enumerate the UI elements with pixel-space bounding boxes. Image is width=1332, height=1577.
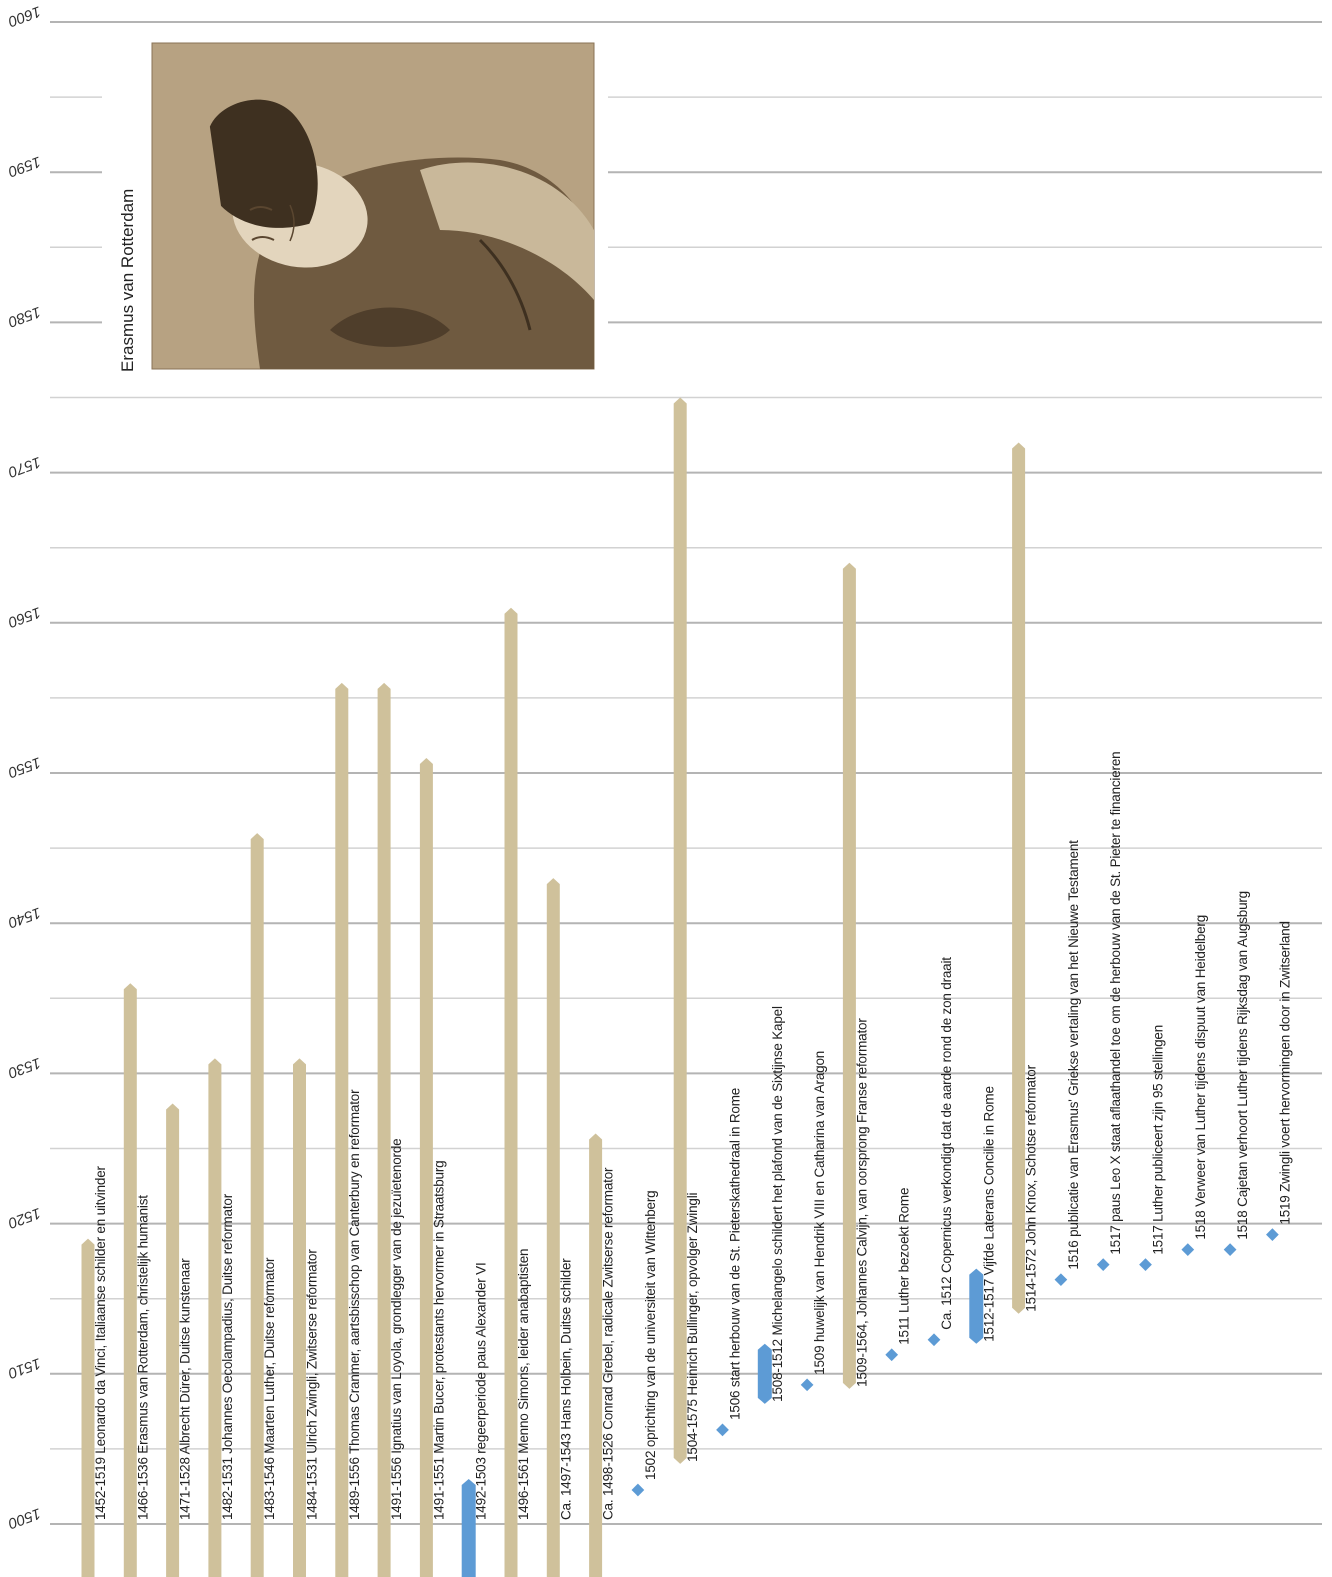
timeline-label: 1484-1531 Ulrich Zwingli, Zwitserse refo… — [305, 1249, 320, 1520]
timeline-bars — [81, 397, 1279, 1577]
person-lifespan-bar — [293, 1058, 306, 1577]
event-marker — [1139, 1258, 1152, 1272]
person-lifespan-bar — [81, 1238, 95, 1577]
year-tick-label: 1590 — [5, 153, 43, 181]
timeline-label: 1506 start herbouw van de St. Pieterskat… — [728, 1088, 743, 1420]
event-marker — [1096, 1258, 1110, 1272]
timeline-label: 1492-1503 regeerperiode paus Alexander V… — [474, 1263, 489, 1521]
year-tick-label: 1560 — [5, 603, 43, 631]
person-lifespan-bar — [250, 833, 264, 1577]
person-lifespan-bar — [1012, 442, 1026, 1314]
period-bar — [969, 1268, 984, 1344]
timeline-label: 1471-1528 Albrecht Dürer, Duitse kunsten… — [178, 1258, 193, 1520]
timeline-label: 1511 Luther bezoekt Rome — [897, 1188, 912, 1345]
person-lifespan-bar — [166, 1103, 180, 1577]
year-tick-label: 1500 — [5, 1505, 43, 1533]
year-tick-label: 1550 — [5, 754, 43, 782]
person-lifespan-bar — [335, 682, 349, 1577]
person-lifespan-bar — [208, 1058, 222, 1577]
event-marker — [1266, 1228, 1279, 1241]
person-lifespan-bar — [504, 607, 518, 1577]
timeline-label: 1489-1556 Thomas Cranmer, aartsbisschop … — [347, 1089, 362, 1520]
year-tick-label: 1530 — [5, 1054, 43, 1082]
person-lifespan-bar — [589, 1133, 603, 1577]
timeline-label: 1517 paus Leo X staat aflaathandel toe o… — [1108, 752, 1123, 1255]
person-lifespan-bar — [842, 562, 856, 1389]
timeline-label: 1483-1546 Maarten Luther, Duitse reforma… — [262, 1257, 277, 1520]
timeline-label: Ca. 1498-1526 Conrad Grebel, radicale Zw… — [601, 1167, 616, 1520]
timeline-label: 1504-1575 Heinrich Bullinger, opvolger Z… — [685, 1193, 700, 1462]
event-marker — [1223, 1243, 1237, 1257]
year-tick-label: 1510 — [5, 1354, 43, 1382]
timeline-label: 1512-1517 Vijfde Laterans Concilie in Ro… — [981, 1086, 996, 1342]
portrait-erasmus — [151, 42, 595, 370]
event-marker — [716, 1423, 729, 1437]
person-lifespan-bar — [419, 757, 433, 1577]
year-tick-label: 1540 — [5, 904, 43, 932]
portrait-caption: Erasmus van Rotterdam — [118, 189, 137, 372]
year-tick-label: 1600 — [5, 3, 43, 31]
timeline-label: 1502 oprichting van de universiteit van … — [643, 1191, 658, 1480]
event-marker — [800, 1378, 814, 1392]
period-bar — [461, 1478, 476, 1577]
year-tick-label: 1580 — [5, 303, 43, 331]
period-bar — [757, 1343, 772, 1404]
timeline-label: 1514-1572 John Knox, Schotse reformator — [1024, 1064, 1039, 1311]
timeline-label: 1509 huwelijk van Hendrik VIII en Cathar… — [812, 1051, 827, 1375]
event-marker — [885, 1348, 899, 1362]
person-lifespan-bar — [673, 397, 687, 1464]
person-lifespan-bar — [546, 878, 560, 1577]
year-tick-labels: 1500 1510 1520 1530 1540 1550 1560 1570 1580 1590… — [5, 3, 43, 1533]
portrait-caption-text: Erasmus van Rotterdam — [118, 189, 137, 372]
timeline-label: 1509-1564, Johannes Calvijn, van oorspro… — [854, 1018, 869, 1387]
year-tick-label: 1570 — [5, 453, 43, 481]
person-lifespan-bar — [377, 682, 391, 1577]
timeline-label: Ca. 1512 Copernicus verkondigt dat de aa… — [939, 957, 954, 1330]
timeline-label: 1482-1531 Johannes Oecolampadius, Duitse… — [220, 1193, 235, 1520]
timeline-label: Ca. 1497-1543 Hans Holbein, Duitse schil… — [558, 1258, 573, 1520]
timeline-label: 1452-1519 Leonardo da Vinci, Italiaanse … — [93, 1165, 108, 1520]
event-marker — [1181, 1243, 1195, 1257]
event-marker — [631, 1483, 645, 1497]
timeline-label: 1516 publicatie van Erasmus' Griekse ver… — [1066, 840, 1081, 1270]
timeline-label: 1518 Cajetan verhoort Luther tijdens Rij… — [1235, 891, 1250, 1240]
timeline-labels: 1452-1519 Leonardo da Vinci, Italiaanse … — [93, 752, 1292, 1520]
timeline-label: 1491-1556 Ignatius van Loyola, grondlegg… — [389, 1139, 404, 1520]
event-marker — [1054, 1273, 1068, 1287]
person-lifespan-bar — [123, 983, 137, 1577]
timeline-label: 1517 Luther publiceert zijn 95 stellinge… — [1151, 1025, 1166, 1255]
timeline-label: 1518 Verweer van Luther tijdens dispuut … — [1193, 915, 1208, 1240]
timeline-label: 1508-1512 Michelangelo schildert het pla… — [770, 1006, 785, 1402]
timeline-label: 1519 Zwingli voert hervormingen door in … — [1277, 921, 1292, 1224]
timeline-label: 1491-1551 Martin Bucer, protestants herv… — [431, 1161, 446, 1520]
timeline-label: 1496-1561 Menno Simons, leider anabaptis… — [516, 1249, 531, 1520]
year-tick-label: 1520 — [5, 1204, 43, 1232]
event-marker — [927, 1333, 941, 1347]
timeline-label: 1466-1536 Erasmus van Rotterdam, christe… — [135, 1195, 150, 1520]
